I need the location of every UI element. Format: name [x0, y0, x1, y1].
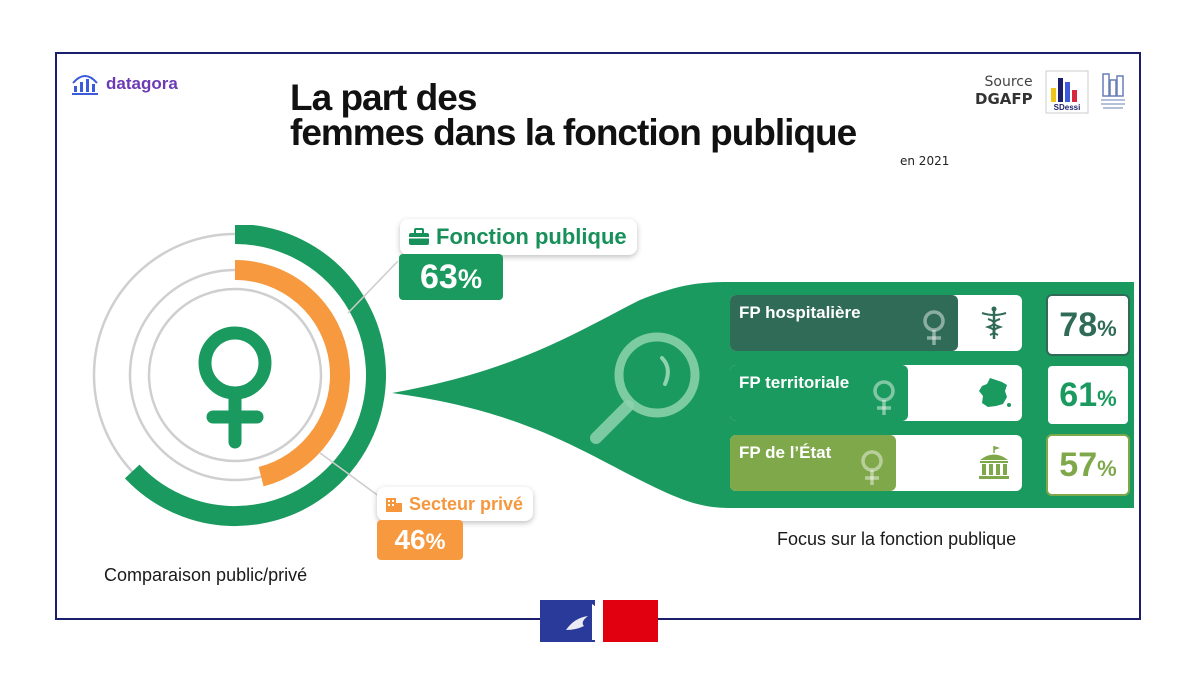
- france-map-icon: [976, 375, 1012, 415]
- statistique-publique-logo: [1101, 73, 1125, 109]
- secteur-prive-value: 46%: [377, 520, 463, 560]
- magnifier-icon: [590, 332, 700, 444]
- fonction-publique-callout: Fonction publique: [400, 219, 637, 255]
- title-line-1: La part des: [290, 77, 477, 118]
- percent-sign: %: [1097, 386, 1117, 411]
- secteur-prive-number: 46: [394, 524, 426, 555]
- focus-value: 78%: [1046, 294, 1130, 356]
- office-building-icon: [386, 498, 402, 512]
- focus-bar: [730, 365, 909, 421]
- focus-category-label: FP hospitalière: [739, 303, 861, 322]
- focus-value-number: 78: [1059, 306, 1098, 344]
- title-line-2: femmes dans la fonction publique: [290, 112, 857, 153]
- caduceus-icon: [976, 305, 1012, 345]
- focus-row: FP territoriale: [730, 365, 1022, 421]
- source-value: DGAFP: [975, 90, 1033, 108]
- venus-icon: [858, 449, 886, 491]
- secteur-prive-callout: Secteur privé: [377, 487, 534, 521]
- caption-comparaison: Comparaison public/privé: [104, 565, 308, 585]
- focus-row: FP de l’État: [730, 435, 1022, 491]
- caption-focus: Focus sur la fonction publique: [777, 529, 1017, 549]
- building-icon: [976, 445, 1012, 485]
- focus-value: 57%: [1046, 434, 1130, 496]
- leader-line-private: [319, 452, 381, 498]
- secteur-prive-label: Secteur privé: [409, 493, 524, 514]
- focus-row: FP hospitalière: [730, 295, 1022, 351]
- fonction-publique-value: 63%: [399, 254, 503, 300]
- focus-category-label: FP de l’État: [739, 443, 832, 462]
- brand-name: datagora: [106, 74, 178, 93]
- year-label: en 2021: [900, 154, 950, 168]
- venus-icon: [920, 309, 948, 351]
- sdessi-logo: SDessi: [1045, 70, 1089, 114]
- focus-bar: [730, 435, 897, 491]
- focus-value-number: 61: [1059, 376, 1098, 414]
- inner-ring: [147, 287, 323, 463]
- leader-line-public: [347, 260, 399, 314]
- briefcase-icon: [409, 228, 429, 245]
- percent-sign: %: [425, 529, 446, 554]
- public-ring-arc: [124, 225, 386, 526]
- fonction-publique-label: Fonction publique: [436, 224, 627, 249]
- donut-chart: [92, 225, 399, 526]
- source-label: Source: [984, 74, 1033, 90]
- percent-sign: %: [1097, 456, 1117, 481]
- fonction-publique-number: 63: [419, 258, 458, 296]
- percent-sign: %: [1097, 316, 1117, 341]
- bar-chart-icon: [72, 75, 98, 95]
- percent-sign: %: [457, 263, 482, 294]
- private-ring-arc: [234, 260, 350, 487]
- venus-icon: [198, 326, 272, 449]
- source-block: Source DGAFP: [975, 74, 1033, 108]
- marianne-logo: [540, 600, 658, 642]
- focus-value-number: 57: [1059, 446, 1098, 484]
- focus-category-label: FP territoriale: [739, 373, 850, 392]
- focus-value: 61%: [1046, 364, 1130, 426]
- source-logos: SDessi: [1045, 70, 1125, 114]
- datagora-logo: datagora: [72, 73, 178, 95]
- sdessi-text: SDessi: [1054, 103, 1081, 112]
- venus-icon: [870, 379, 898, 421]
- focus-bar: [730, 295, 958, 351]
- page-title: La part des femmes dans la fonction publ…: [290, 77, 857, 153]
